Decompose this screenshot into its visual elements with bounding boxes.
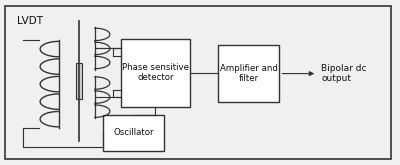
- Text: Amplifier and
filter: Amplifier and filter: [220, 64, 278, 83]
- Bar: [120, 39, 190, 107]
- Text: Oscillator: Oscillator: [113, 128, 154, 137]
- Bar: [103, 115, 164, 151]
- Bar: [76, 63, 82, 99]
- Text: Bipolar dc
output: Bipolar dc output: [321, 64, 367, 83]
- Text: LVDT: LVDT: [17, 16, 43, 26]
- Text: Phase sensitive
detector: Phase sensitive detector: [122, 63, 189, 82]
- Bar: [218, 45, 280, 102]
